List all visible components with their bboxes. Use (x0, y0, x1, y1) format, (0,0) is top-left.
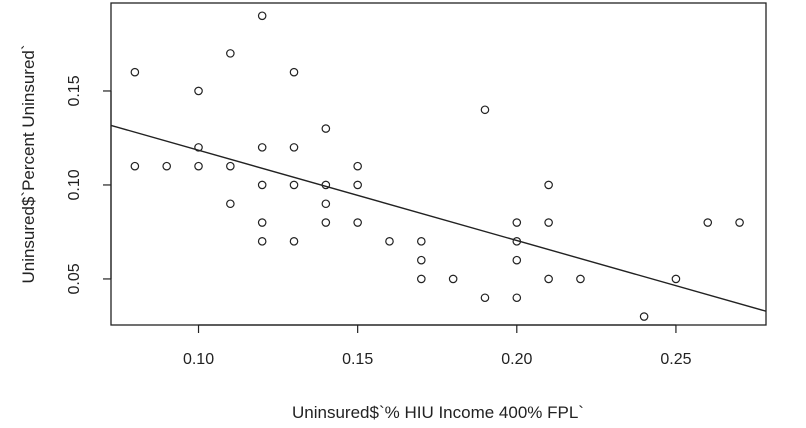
data-point (257, 218, 267, 227)
x-tick-label: 0.10 (183, 351, 214, 368)
data-point (544, 274, 553, 284)
data-point (257, 180, 267, 190)
y-tick-label: 0.05 (66, 263, 83, 294)
data-point (321, 124, 331, 133)
data-point (194, 86, 203, 96)
x-tick-label: 0.20 (501, 351, 532, 368)
data-point (130, 67, 140, 77)
data-point (226, 199, 235, 209)
regression-line (110, 124, 767, 312)
data-point (385, 237, 394, 246)
data-point (735, 218, 744, 227)
data-point (512, 218, 522, 227)
data-point (671, 274, 681, 284)
data-point (162, 161, 171, 171)
data-point (544, 218, 553, 227)
data-point (512, 237, 522, 246)
data-point (321, 180, 331, 190)
x-tick-label: 0.15 (342, 351, 373, 368)
x-axis: 0.10 0.15 0.20 0.25 (183, 324, 692, 368)
y-axis-title: Uninsured$`Percent Uninsured` (19, 44, 38, 283)
data-point (639, 312, 649, 321)
data-point (321, 218, 331, 227)
data-point (226, 161, 235, 171)
data-point (353, 218, 362, 227)
y-tick-label: 0.10 (66, 169, 83, 200)
data-point (257, 11, 267, 21)
data-point (576, 274, 585, 284)
data-point (226, 49, 235, 58)
x-axis-title: Uninsured$`% HIU Income 400% FPL` (292, 403, 584, 422)
data-point (130, 161, 140, 171)
x-tick-label: 0.25 (660, 351, 691, 368)
data-point (448, 274, 458, 284)
data-point (480, 293, 490, 303)
data-point (417, 274, 426, 284)
data-point (289, 143, 299, 152)
data-point (480, 105, 490, 115)
data-point (321, 199, 331, 209)
data-point (512, 255, 522, 265)
data-point (512, 293, 522, 303)
data-point (289, 237, 299, 246)
data-point (194, 143, 203, 152)
data-point (289, 67, 299, 77)
data-point (257, 143, 267, 152)
data-point (417, 237, 426, 246)
data-point (353, 161, 362, 171)
data-point (257, 237, 267, 246)
data-point (544, 180, 553, 190)
data-point (194, 161, 203, 171)
data-point (353, 180, 362, 190)
data-point (289, 180, 299, 190)
y-axis: 0.05 0.10 0.15 (66, 75, 112, 295)
y-tick-label: 0.15 (66, 75, 83, 106)
chart-marks (110, 11, 767, 321)
data-point (417, 255, 426, 265)
data-point (703, 218, 713, 227)
plot-frame (110, 2, 767, 326)
